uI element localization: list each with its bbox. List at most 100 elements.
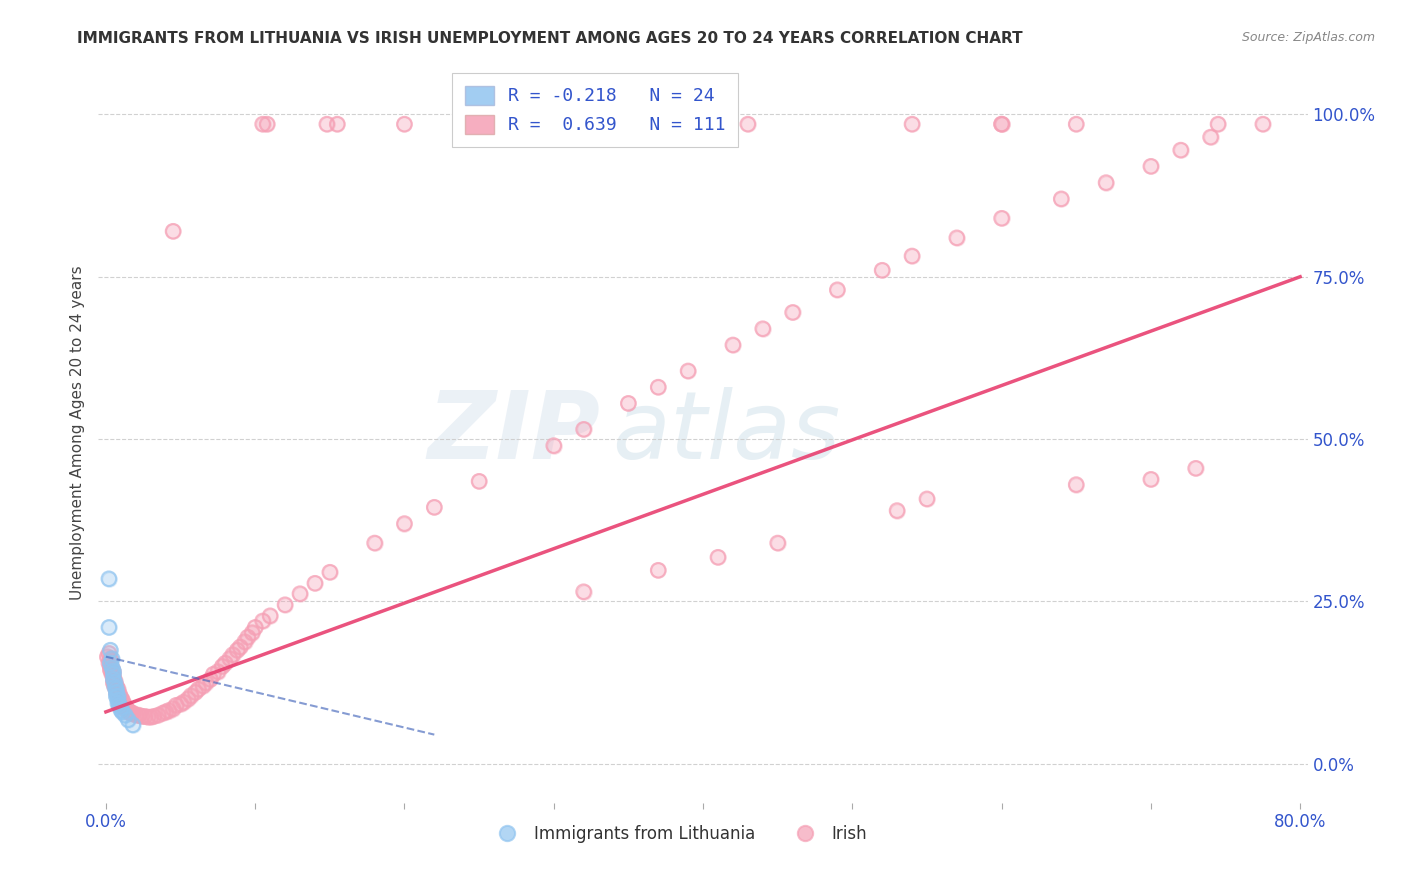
Point [990,117,1012,131]
Point [134,709,156,723]
Point [105,682,128,697]
Point [101,651,124,665]
Point [187,682,209,697]
Point [214,656,236,670]
Point [707,550,730,565]
Point [120,706,142,721]
Point [131,709,153,723]
Point [202,667,225,681]
Point [117,705,139,719]
Text: IMMIGRANTS FROM LITHUANIA VS IRISH UNEMPLOYMENT AMONG AGES 20 TO 24 YEARS CORREL: IMMIGRANTS FROM LITHUANIA VS IRISH UNEMP… [77,31,1024,46]
Point [1140,472,1163,486]
Point [136,710,159,724]
Point [543,439,565,453]
Point [107,687,129,701]
Point [105,679,128,693]
Point [901,249,924,263]
Point [114,701,136,715]
Point [1206,117,1229,131]
Point [98,663,121,677]
Point [782,305,804,319]
Point [104,677,127,691]
Point [1050,192,1073,206]
Point [107,697,129,711]
Point [901,117,924,131]
Point [214,656,236,670]
Point [114,699,136,714]
Point [98,659,121,673]
Point [468,475,491,489]
Point [468,475,491,489]
Point [326,117,349,131]
Point [173,695,195,709]
Point [1140,472,1163,486]
Point [110,703,132,717]
Point [180,689,202,703]
Point [110,693,132,707]
Point [229,640,252,654]
Point [107,687,129,701]
Point [152,706,174,721]
Point [142,709,165,723]
Point [117,704,139,718]
Point [157,704,180,718]
Point [1064,477,1087,491]
Point [103,673,125,687]
Point [108,687,131,701]
Point [121,718,143,732]
Point [236,630,259,644]
Point [240,625,263,640]
Point [886,503,908,517]
Point [222,648,245,662]
Point [125,708,148,723]
Point [98,654,121,668]
Point [256,117,278,131]
Point [104,675,127,690]
Point [990,117,1012,131]
Point [202,667,225,681]
Point [194,675,217,690]
Point [103,667,125,681]
Point [827,283,849,297]
Point [169,697,191,711]
Point [187,682,209,697]
Point [243,620,266,634]
Point [453,117,475,131]
Point [98,656,121,670]
Point [211,659,233,673]
Point [107,693,129,707]
Point [1199,130,1222,145]
Point [1095,176,1118,190]
Point [139,710,162,724]
Point [572,584,595,599]
Point [157,704,180,718]
Point [647,563,669,577]
Point [121,718,143,732]
Point [97,656,120,670]
Point [107,689,129,703]
Point [886,503,908,517]
Point [128,708,150,723]
Point [117,713,139,727]
Point [103,668,125,682]
Point [97,656,120,670]
Point [191,679,214,693]
Point [121,706,143,721]
Point [233,634,256,648]
Point [111,697,134,711]
Point [180,689,202,703]
Point [103,675,125,690]
Point [112,699,135,714]
Point [274,598,297,612]
Point [707,550,730,565]
Point [105,685,128,699]
Point [136,710,159,724]
Point [394,516,416,531]
Point [114,708,136,723]
Text: atlas: atlas [613,387,841,478]
Point [1199,130,1222,145]
Point [142,709,165,723]
Point [97,620,120,634]
Point [111,693,134,707]
Point [1095,176,1118,190]
